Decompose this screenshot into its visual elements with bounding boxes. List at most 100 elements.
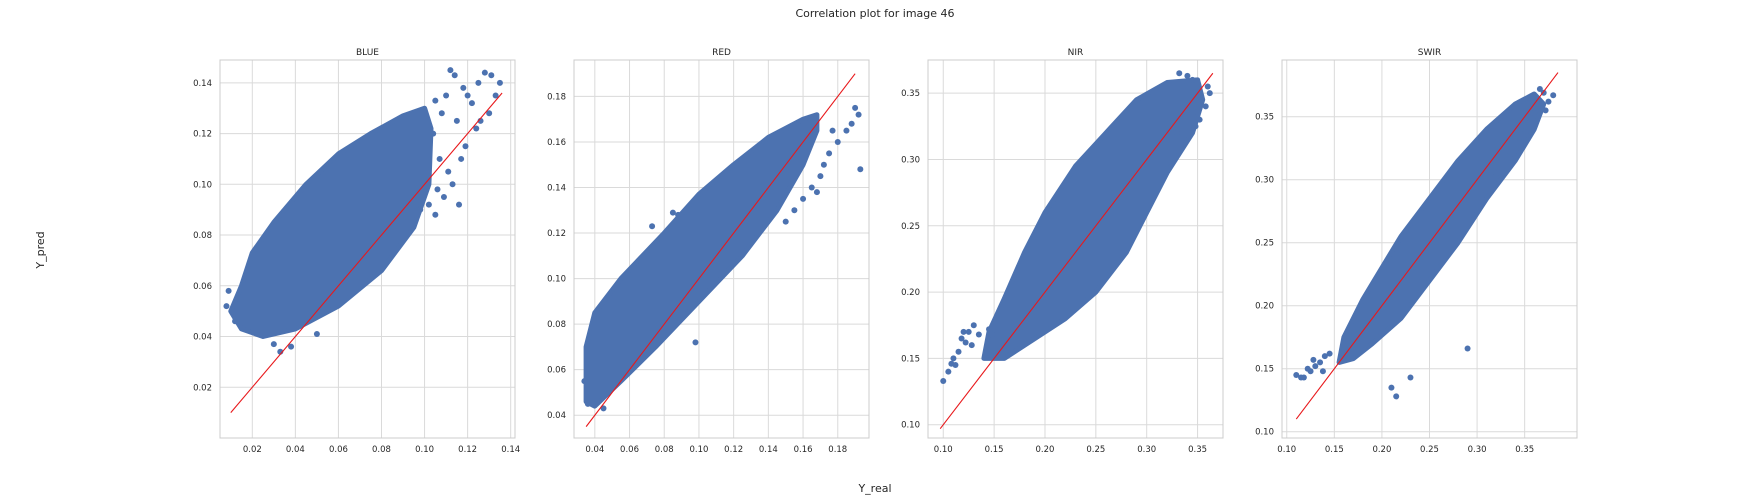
nir-x-tick-label: 0.10 xyxy=(934,445,953,455)
swir-data-point xyxy=(1393,393,1400,400)
red-data-point xyxy=(682,214,689,221)
swir-data-point xyxy=(1531,109,1538,116)
nir-reference-line xyxy=(939,72,1214,430)
nir-data-point xyxy=(1196,116,1203,123)
blue-data-point xyxy=(486,110,493,117)
red-y-tick-label: 0.10 xyxy=(547,275,566,285)
blue-data-point xyxy=(468,100,475,107)
red-data-point xyxy=(800,195,807,202)
red-y-tick-label: 0.04 xyxy=(547,411,566,421)
blue-data-point xyxy=(451,72,458,79)
swir-data-point xyxy=(1526,120,1533,126)
nir-data-point xyxy=(1189,76,1196,83)
red-data-point xyxy=(820,161,827,168)
swir-panel-title: SWIR xyxy=(1418,48,1442,58)
blue-data-point xyxy=(313,330,320,337)
swir-x-tick-label: 0.10 xyxy=(1277,445,1296,455)
red-data-point xyxy=(669,209,676,216)
red-data-point xyxy=(826,150,833,157)
swir-data-point xyxy=(1493,170,1500,177)
red-data-point xyxy=(600,405,607,412)
swir-y-tick-label: 0.15 xyxy=(1255,365,1274,375)
swir-data-point xyxy=(1464,345,1471,352)
nir-data-point xyxy=(989,331,996,338)
blue-data-point xyxy=(270,341,277,348)
red-x-tick-label: 0.08 xyxy=(655,445,674,455)
red-data-point xyxy=(675,211,682,218)
blue-data-point xyxy=(223,303,230,310)
nir-data-point xyxy=(950,355,957,362)
nir-plot-frame xyxy=(927,59,1224,439)
blue-data-point xyxy=(473,125,480,132)
blue-data-point xyxy=(443,92,450,99)
red-x-tick-label: 0.14 xyxy=(759,445,778,455)
red-data-point xyxy=(848,120,855,127)
nir-panel-title: NIR xyxy=(1068,48,1084,58)
red-x-tick-label: 0.18 xyxy=(828,445,847,455)
blue-data-point xyxy=(225,287,232,294)
red-data-point xyxy=(782,218,789,225)
blue-data-point xyxy=(434,186,441,193)
nir-y-tick-label: 0.35 xyxy=(901,89,920,99)
red-y-tick-label: 0.08 xyxy=(547,320,566,330)
swir-data-point xyxy=(1319,368,1326,375)
blue-data-point xyxy=(464,92,471,99)
blue-x-tick-label: 0.10 xyxy=(415,445,434,455)
blue-x-tick-label: 0.14 xyxy=(501,445,520,455)
blue-plot-frame xyxy=(219,59,516,439)
swir-data-point xyxy=(1293,372,1300,378)
swir-data-point xyxy=(1312,363,1319,370)
swir-y-tick-label: 0.20 xyxy=(1255,302,1274,312)
swir-data-point xyxy=(1300,374,1307,381)
nir-x-tick-label: 0.25 xyxy=(1086,445,1105,455)
blue-data-point xyxy=(432,97,439,104)
blue-data-point xyxy=(481,69,488,76)
red-x-tick-label: 0.12 xyxy=(724,445,743,455)
swir-data-point xyxy=(1507,151,1514,158)
swir-data-point xyxy=(1545,98,1552,105)
nir-data-point xyxy=(965,328,972,335)
nir-data-point xyxy=(1192,123,1199,130)
red-point-cloud xyxy=(583,112,820,409)
figure-title: Correlation plot for image 46 xyxy=(795,7,954,20)
blue-data-point xyxy=(460,84,467,91)
nir-data-point xyxy=(986,326,993,333)
swir-reference-line xyxy=(1295,72,1559,420)
nir-data-point xyxy=(952,362,959,369)
nir-data-point xyxy=(958,335,965,342)
panel-swir: 0.10 0.15 0.20 0.25 0.30 0.35 0.10 0.15 0.20 0.25… xyxy=(1255,48,1578,455)
nir-y-tick-label: 0.10 xyxy=(901,421,920,431)
blue-panel-title: BLUE xyxy=(356,48,379,58)
red-data-point xyxy=(834,138,841,145)
nir-data-point xyxy=(955,348,962,355)
red-y-tick-label: 0.14 xyxy=(547,184,566,194)
red-data-point xyxy=(649,223,656,230)
nir-y-tick-label: 0.15 xyxy=(901,354,920,364)
blue-reference-line xyxy=(230,92,503,413)
blue-x-tick-label: 0.04 xyxy=(286,445,305,455)
swir-x-tick-label: 0.30 xyxy=(1468,445,1487,455)
swir-data-point xyxy=(1307,368,1314,375)
swir-y-tick-label: 0.10 xyxy=(1255,428,1274,438)
blue-data-point xyxy=(440,193,447,200)
red-data-point xyxy=(584,400,591,407)
red-data-point xyxy=(855,111,862,118)
nir-data-point xyxy=(1184,72,1191,79)
blue-y-tick-label: 0.02 xyxy=(193,383,212,393)
y-axis-label: Y_pred xyxy=(34,231,47,269)
red-data-point xyxy=(817,173,824,180)
swir-y-tick-label: 0.35 xyxy=(1255,113,1274,123)
red-data-point xyxy=(852,104,859,111)
blue-data-point xyxy=(438,110,445,117)
red-y-tick-label: 0.12 xyxy=(547,229,566,239)
blue-data-point xyxy=(456,201,463,208)
red-y-tick-label: 0.16 xyxy=(547,138,566,148)
nir-x-tick-label: 0.30 xyxy=(1137,445,1156,455)
swir-plot-frame xyxy=(1281,59,1578,439)
blue-data-point xyxy=(232,318,239,325)
nir-data-point xyxy=(1176,70,1183,77)
panel-blue: 0.02 0.04 0.06 0.08 0.10 0.12 0.14 0.02 0.04 0.06… xyxy=(193,48,520,455)
blue-point-cloud xyxy=(228,105,434,339)
nir-data-point xyxy=(962,339,969,346)
blue-data-point xyxy=(458,155,465,162)
